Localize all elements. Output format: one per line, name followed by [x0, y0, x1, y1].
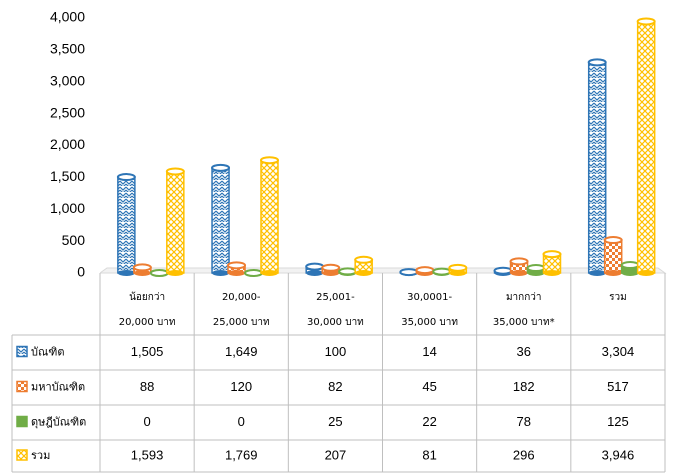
table-value: 88 — [140, 379, 154, 394]
bar-top — [260, 156, 279, 165]
x-tick-label: 20,000 บาท — [119, 317, 176, 328]
bar-base — [604, 270, 622, 276]
bar-top — [165, 167, 185, 176]
bar-top — [542, 250, 562, 259]
table-value: 45 — [422, 379, 436, 394]
bar — [603, 239, 623, 274]
bar-top — [526, 264, 546, 273]
table-value: 207 — [325, 447, 347, 462]
floor — [98, 267, 667, 274]
table-value: 517 — [607, 379, 629, 394]
table-value: 82 — [328, 379, 342, 394]
bar-top — [321, 263, 341, 272]
table-value: 14 — [422, 344, 436, 359]
x-tick-label: 35,000 บาท* — [493, 317, 555, 328]
bar-top — [116, 173, 136, 182]
bar-base — [621, 270, 639, 276]
legend-swatch — [16, 380, 28, 393]
bar-base — [588, 270, 606, 276]
table-value: 1,649 — [225, 344, 258, 359]
bar — [117, 176, 136, 274]
bar-top — [338, 267, 358, 276]
legend-swatch — [16, 345, 28, 358]
y-tick-label: 2,500 — [50, 104, 85, 120]
table-value: 22 — [422, 414, 436, 429]
x-tick-label: มากกว่า — [506, 292, 542, 303]
x-tick-label: 25,001- — [316, 292, 355, 303]
y-tick-label: 500 — [62, 232, 86, 248]
x-tick-label: 20,000- — [222, 292, 261, 303]
bar — [260, 159, 279, 274]
x-tick-label: 30,0001- — [407, 292, 452, 303]
table-value: 3,946 — [602, 447, 635, 462]
bar-base — [510, 270, 528, 276]
bar — [166, 170, 185, 274]
table-value: 1,505 — [131, 344, 164, 359]
bar-top — [415, 266, 435, 275]
bar-base — [355, 270, 373, 276]
bar — [587, 61, 607, 274]
y-tick-label: 3,500 — [50, 41, 85, 57]
bar-top — [620, 261, 640, 270]
x-tick-label: 30,000 บาท — [307, 317, 364, 328]
y-tick-label: 2,000 — [50, 136, 85, 152]
bar-base — [306, 270, 324, 276]
bar-top — [149, 269, 169, 277]
bar-top — [227, 261, 247, 270]
table-value: 1,769 — [225, 447, 258, 462]
x-tick-label: รวม — [609, 292, 627, 303]
bar — [211, 167, 230, 274]
table-value: 3,304 — [602, 344, 635, 359]
legend-swatch — [16, 415, 28, 428]
bar-top — [354, 255, 374, 264]
bar-base — [166, 270, 184, 276]
bar-base — [637, 270, 655, 276]
bar — [636, 20, 656, 274]
legend-label: ดุษฎีบัณฑิต — [31, 416, 86, 429]
bar-top — [305, 262, 325, 271]
bar-base — [543, 270, 561, 276]
table-value: 81 — [422, 447, 436, 462]
table-value: 120 — [230, 379, 252, 394]
y-tick-label: 1,000 — [50, 200, 85, 216]
bar-base — [261, 270, 278, 276]
legend-swatch — [16, 449, 28, 461]
bar-top — [493, 266, 513, 275]
bar-top — [636, 17, 656, 26]
bar-top — [603, 236, 623, 245]
bar-top — [399, 268, 419, 277]
legend-label: บัณฑิต — [31, 346, 64, 359]
table-value: 0 — [238, 414, 245, 429]
table-value: 25 — [328, 414, 342, 429]
bar-base — [212, 270, 230, 276]
table-value: 1,593 — [131, 447, 164, 462]
x-tick-label: 25,000 บาท — [213, 317, 270, 328]
table-value: 78 — [517, 414, 531, 429]
bar-base — [117, 270, 135, 276]
bar-top — [509, 257, 529, 266]
x-tick-label: น้อยกว่า — [129, 291, 165, 303]
table-value: 182 — [513, 379, 535, 394]
y-tick-label: 3,000 — [50, 72, 85, 88]
table-value: 125 — [607, 414, 629, 429]
y-tick-label: 0 — [77, 264, 85, 280]
legend-label: มหาบัณฑิต — [31, 381, 85, 394]
table-value: 296 — [513, 447, 535, 462]
bar-top — [243, 269, 263, 277]
bar-base — [133, 270, 151, 276]
bar-top — [587, 58, 607, 67]
bar-top — [132, 263, 152, 272]
x-tick-label: 35,000 บาท — [401, 317, 458, 328]
y-tick-label: 4,000 — [50, 9, 85, 25]
table-value: 0 — [143, 414, 150, 429]
bar-top — [432, 267, 452, 276]
legend-label: รวม — [31, 449, 50, 462]
table-value: 36 — [517, 344, 531, 359]
table-value: 100 — [325, 344, 347, 359]
y-tick-label: 1,500 — [50, 168, 85, 184]
bar-top — [211, 163, 231, 172]
bar-top — [448, 263, 468, 272]
bar-base — [228, 270, 246, 276]
